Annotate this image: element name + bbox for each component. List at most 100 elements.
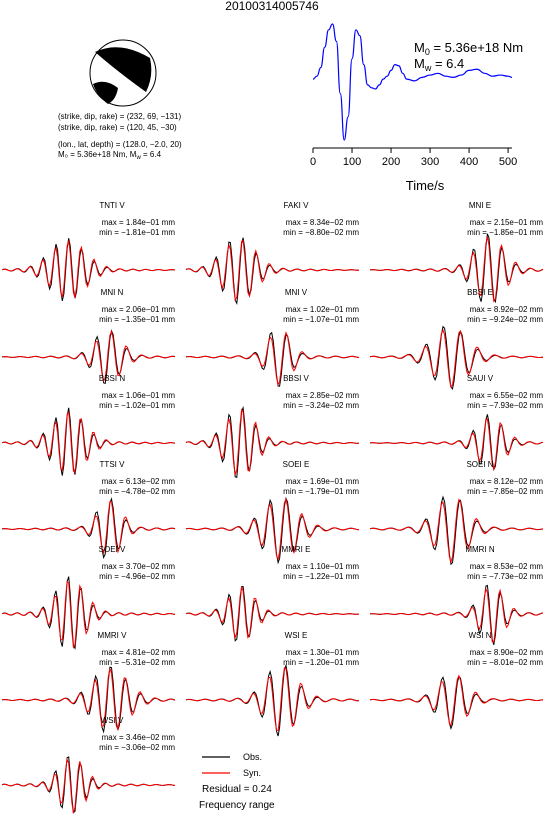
synthetic-waveform	[185, 667, 360, 731]
stf-tick-label: 200	[382, 156, 400, 168]
synthetic-waveform	[1, 580, 176, 650]
max-amplitude: max = 3.70e−02 mm	[102, 562, 176, 571]
max-amplitude: max = 1.02e−01 mm	[286, 305, 360, 314]
stf-tick-label: 500	[499, 156, 517, 168]
location-text: (lon., lat, depth) = (128.0, −2.0, 20)	[58, 140, 182, 149]
station-label: TNTI V	[99, 201, 125, 210]
station-label: WSI N	[468, 631, 491, 640]
max-amplitude: max = 1.10e−01 mm	[286, 562, 360, 571]
max-amplitude: max = 4.81e−02 mm	[102, 648, 176, 657]
stf-plot: 0 100 200 300 400 500 M0 = 5.36e+18 Nm Mw = 6…	[310, 23, 523, 193]
station-label: MNI V	[285, 288, 308, 297]
synthetic-waveform	[369, 674, 544, 727]
observed-waveform	[185, 331, 360, 387]
stf-tick-label: 100	[343, 156, 361, 168]
station-label: SOEI E	[283, 460, 310, 469]
station-label: SAUI V	[467, 374, 494, 383]
min-amplitude: min = −3.06e−02 mm	[99, 743, 175, 752]
max-amplitude: max = 8.92e−02 mm	[470, 305, 544, 314]
synthetic-waveform	[185, 331, 360, 387]
stf-m0: M0 = 5.36e+18 Nm	[414, 40, 523, 57]
max-amplitude: max = 1.69e−01 mm	[286, 477, 360, 486]
stf-mw: Mw = 6.4	[414, 56, 464, 73]
max-amplitude: max = 8.34e−02 mm	[286, 218, 360, 227]
station-label: MNI E	[469, 201, 491, 210]
nodal-plane-1: (strike, dip, rake) = (232, 69, −131)	[58, 112, 182, 121]
station-label: WSI E	[285, 631, 308, 640]
station-label: MNI N	[101, 288, 124, 297]
observed-waveform	[369, 495, 544, 566]
station-label: SOEI V	[99, 545, 126, 554]
synthetic-waveform	[1, 757, 176, 814]
max-amplitude: max = 1.84e−01 mm	[102, 218, 176, 227]
stf-xlabel: Time/s	[406, 178, 445, 193]
observed-waveform	[185, 496, 360, 565]
min-amplitude: min = −1.07e−01 mm	[283, 315, 359, 324]
min-amplitude: min = −7.85e−02 mm	[467, 487, 543, 496]
min-amplitude: min = −9.24e−02 mm	[467, 315, 543, 324]
synthetic-waveform	[1, 501, 176, 555]
synthetic-waveform	[369, 328, 544, 389]
observed-waveform	[1, 666, 176, 734]
event-title: 20100314005746	[225, 0, 319, 13]
observed-waveform	[369, 584, 544, 645]
station-label: WSI V	[101, 716, 124, 725]
min-amplitude: min = −8.01e−02 mm	[467, 658, 543, 667]
synthetic-waveform	[1, 410, 176, 474]
station-label: MMRI N	[465, 545, 495, 554]
legend-syn-label: Syn.	[243, 768, 261, 778]
max-amplitude: max = 2.15e−01 mm	[470, 218, 544, 227]
min-amplitude: min = −1.85e−01 mm	[467, 228, 543, 237]
stf-curve	[312, 23, 513, 141]
synthetic-waveform	[369, 498, 544, 564]
station-label: MMRI E	[282, 545, 311, 554]
max-amplitude: max = 8.12e−02 mm	[470, 477, 544, 486]
moment-text: M₀ = 5.36e+18 Nm, Mw = 6.4	[58, 150, 162, 161]
min-amplitude: min = −1.02e−01 mm	[99, 401, 175, 410]
max-amplitude: max = 6.55e−02 mm	[470, 391, 544, 400]
legend-obs-label: Obs.	[243, 752, 262, 762]
max-amplitude: max = 8.53e−02 mm	[470, 562, 544, 571]
synthetic-waveform	[1, 668, 176, 732]
synthetic-waveform	[369, 236, 544, 303]
max-amplitude: max = 1.06e−01 mm	[102, 391, 176, 400]
station-label: FAKI V	[284, 201, 310, 210]
max-amplitude: max = 6.13e−02 mm	[102, 477, 176, 486]
stf-tick-label: 0	[310, 156, 316, 168]
min-amplitude: min = −8.80e−02 mm	[283, 228, 359, 237]
stf-tick-label: 400	[460, 156, 478, 168]
beachball	[89, 39, 157, 107]
station-label: BBSI N	[99, 374, 125, 383]
station-label: SOEI N	[466, 460, 493, 469]
max-amplitude: max = 1.30e−01 mm	[286, 648, 360, 657]
synthetic-waveform	[1, 240, 176, 298]
frequency-range-text: Frequency range	[199, 800, 275, 811]
station-label: TTSI V	[100, 460, 126, 469]
min-amplitude: min = −1.79e−01 mm	[283, 487, 359, 496]
synthetic-waveform	[1, 329, 176, 383]
min-amplitude: min = −1.20e−01 mm	[283, 658, 359, 667]
min-amplitude: min = −7.93e−02 mm	[467, 401, 543, 410]
max-amplitude: max = 8.90e−02 mm	[470, 648, 544, 657]
